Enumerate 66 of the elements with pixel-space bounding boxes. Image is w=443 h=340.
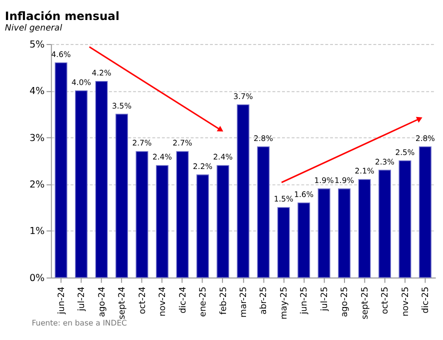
bar xyxy=(95,81,108,278)
x-tick-label: jul-25 xyxy=(320,286,330,312)
x-tick-label: ene-25 xyxy=(198,286,209,317)
x-tick-label: mar-25 xyxy=(239,286,250,318)
bar xyxy=(196,174,209,278)
x-tick-label: oct-25 xyxy=(380,286,391,314)
data-label: 1.5% xyxy=(274,194,294,204)
x-tick-label: jun-25 xyxy=(300,286,310,316)
bar xyxy=(236,104,250,278)
x-tick-label: may-25 xyxy=(279,286,290,320)
bar xyxy=(75,90,88,278)
bar xyxy=(378,170,391,278)
x-tick-label: ago-24 xyxy=(97,286,108,317)
x-tick-label: sept-25 xyxy=(360,286,370,320)
data-label: 3.7% xyxy=(233,92,253,101)
x-tick-label: nov-25 xyxy=(400,286,411,316)
y-tick-label: 4% xyxy=(29,86,45,98)
data-label: 2.7% xyxy=(172,138,192,148)
bar xyxy=(115,114,128,278)
chart-subtitle: Nivel general xyxy=(4,24,63,34)
data-label: 2.8% xyxy=(415,134,435,144)
data-label: 2.7% xyxy=(132,138,152,148)
data-label: 2.2% xyxy=(192,162,212,172)
bar xyxy=(216,165,230,278)
y-tick-label: 0% xyxy=(29,272,45,284)
source-note: Fuente: en base a INDEC xyxy=(32,318,127,328)
data-label: 2.8% xyxy=(254,134,274,144)
bar xyxy=(156,165,168,278)
x-tick-label: jun-24 xyxy=(56,286,67,316)
bar xyxy=(54,62,68,278)
data-label: 4.0% xyxy=(72,78,92,87)
bar xyxy=(418,146,432,278)
x-tick-label: dic-25 xyxy=(421,286,432,314)
x-tick-label: nov-24 xyxy=(158,286,168,316)
x-tick-label: sept-24 xyxy=(118,286,128,320)
data-label: 2.4% xyxy=(152,152,172,162)
y-tick-label: 5% xyxy=(29,39,45,50)
data-label: 4.6% xyxy=(51,50,71,59)
data-label: 2.4% xyxy=(213,152,233,162)
data-label: 1.9% xyxy=(334,176,354,186)
x-tick-label: jul-24 xyxy=(77,286,88,312)
x-tick-label: oct-24 xyxy=(138,286,148,314)
bar xyxy=(136,151,148,278)
data-label: 4.2% xyxy=(92,68,112,78)
bar xyxy=(298,202,310,278)
bar xyxy=(176,151,189,278)
data-label: 2.3% xyxy=(374,157,394,166)
y-tick-label: 3% xyxy=(29,132,45,144)
bar xyxy=(358,179,371,278)
data-label: 1.9% xyxy=(314,176,334,186)
bar xyxy=(398,160,412,278)
y-tick-label: 2% xyxy=(29,180,45,191)
x-tick-label: dic-24 xyxy=(178,286,188,314)
x-tick-label: feb-25 xyxy=(218,286,229,315)
bar xyxy=(338,188,351,278)
data-label: 2.1% xyxy=(354,166,374,176)
y-tick-label: 1% xyxy=(29,226,45,238)
x-tick-label: ago-25 xyxy=(340,286,350,317)
chart-title: Inflación mensual xyxy=(4,9,120,24)
bar xyxy=(318,188,330,278)
bar xyxy=(257,146,270,278)
x-tick-label: abr-25 xyxy=(259,286,270,315)
data-label: 1.6% xyxy=(294,190,314,200)
data-label: 2.5% xyxy=(395,148,415,158)
data-label: 3.5% xyxy=(112,101,132,110)
bar xyxy=(277,207,290,278)
